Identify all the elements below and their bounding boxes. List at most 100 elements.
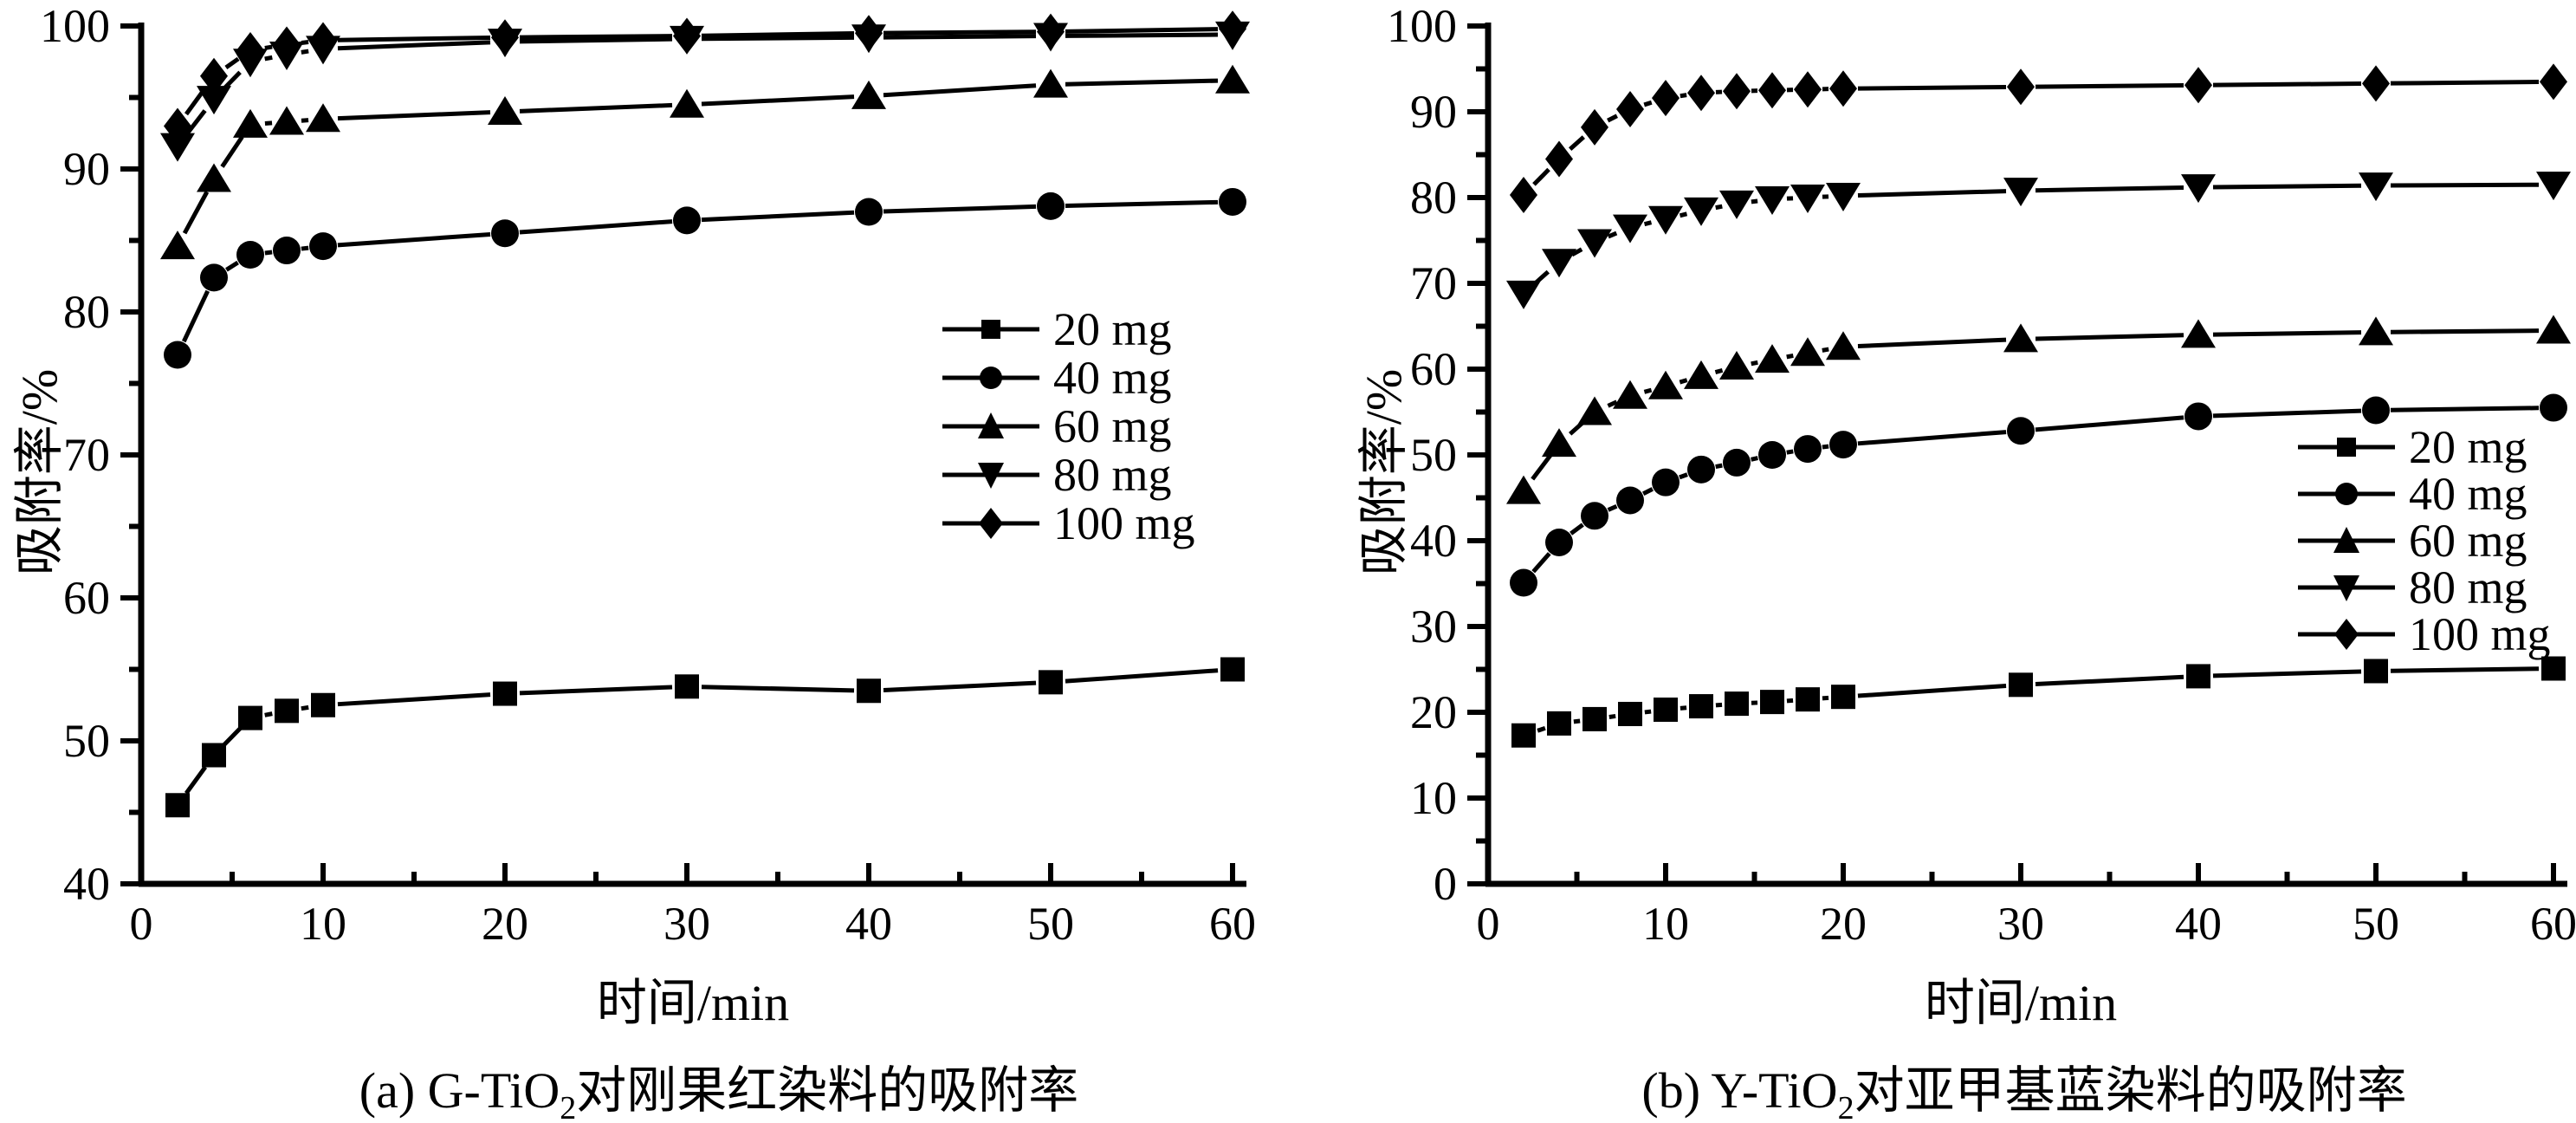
marker-square xyxy=(2186,664,2210,689)
marker-triangle-up xyxy=(1790,337,1825,367)
x-tick-label: 0 xyxy=(130,898,153,950)
series-segment-100mg xyxy=(1857,84,2007,91)
marker-triangle-up xyxy=(670,88,704,118)
caption-b-subscript: 2 xyxy=(1837,1089,1854,1123)
series-segment-100mg xyxy=(2035,82,2184,89)
marker-square xyxy=(1689,694,1713,719)
y-tick-label: 100 xyxy=(1387,0,1457,52)
marker-diamond xyxy=(2362,65,2390,102)
series-segment-20mg xyxy=(264,711,273,717)
series-segment-60mg xyxy=(220,135,244,168)
marker-triangle-down xyxy=(1613,214,1647,243)
legend-label: 80 mg xyxy=(1053,449,1172,501)
series-segment-80mg xyxy=(184,109,207,136)
marker-square xyxy=(275,698,299,724)
series-segment-60mg xyxy=(1531,454,1552,481)
y-tick-label: 90 xyxy=(63,143,110,195)
series-segment-40mg xyxy=(2390,406,2540,412)
series-segment-40mg xyxy=(1679,472,1688,480)
marker-diamond xyxy=(1829,70,1857,107)
marker-triangle-up xyxy=(2536,315,2571,344)
marker-circle xyxy=(1723,448,1751,477)
legend-marker-triangle-up-icon xyxy=(942,412,1039,438)
series-segment-40mg xyxy=(1715,463,1723,470)
marker-square xyxy=(1220,657,1245,682)
series-segment-100mg xyxy=(264,44,273,50)
plot-area-b: 0 10 20 30 40 50 60 0 10 20 30 40 50 60 70 80 90 100 xyxy=(1387,0,2576,950)
series-segment-100mg xyxy=(1607,114,1618,123)
legend-marker-square-icon xyxy=(942,320,1039,339)
legend-marker-square-icon xyxy=(2298,438,2395,457)
marker-circle xyxy=(673,206,701,235)
marker-diamond xyxy=(1652,80,1680,117)
series-segment-40mg xyxy=(225,260,239,272)
marker-triangle-up xyxy=(1215,64,1250,94)
marker-diamond xyxy=(236,32,264,69)
series-segment-60mg xyxy=(264,120,273,127)
marker-circle xyxy=(1545,528,1573,556)
legend-marker-triangle-up-icon xyxy=(2298,527,2395,553)
x-tick-label: 30 xyxy=(1997,898,2044,950)
marker-diamond xyxy=(1687,75,1715,112)
marker-diamond xyxy=(2540,63,2567,101)
series-segment-80mg xyxy=(1607,230,1618,239)
marker-square xyxy=(1039,670,1063,695)
marker-square xyxy=(1511,723,1536,748)
marker-circle xyxy=(1794,435,1822,464)
series-segment-60mg xyxy=(2390,328,2540,334)
series-segment-40mg xyxy=(519,219,673,235)
marker-circle xyxy=(1616,486,1644,515)
y-tick-label: 40 xyxy=(1410,515,1457,567)
legend-label: 40 mg xyxy=(2409,468,2527,520)
legend-label: 40 mg xyxy=(1053,352,1172,404)
series-segment-60mg xyxy=(2212,330,2362,337)
legend-marker-circle-icon xyxy=(2298,483,2395,505)
marker-square xyxy=(1760,690,1784,715)
marker-diamond xyxy=(1510,177,1537,214)
marker-circle xyxy=(236,241,264,269)
series-segment-40mg xyxy=(1531,552,1551,574)
marker-diamond xyxy=(673,17,701,55)
caption-a: (a) G-TiO2对刚果红染料的吸附率 xyxy=(359,1049,1078,1123)
marker-square xyxy=(1725,691,1749,717)
marker-triangle-down xyxy=(1684,197,1718,226)
series-segment-60mg xyxy=(701,94,855,107)
marker-circle xyxy=(1581,502,1608,530)
legend-label: 60 mg xyxy=(2409,515,2527,567)
legend-label: 100 mg xyxy=(1053,497,1195,549)
series-segment-40mg xyxy=(1570,523,1584,536)
legend-item-40mg: 40 mg xyxy=(941,354,1195,402)
series-segment-60mg xyxy=(1607,399,1618,408)
marker-triangle-up xyxy=(1506,475,1541,504)
series-segment-20mg xyxy=(1786,698,1794,704)
series-segment-80mg xyxy=(1857,189,2007,198)
y-tick-label: 40 xyxy=(63,858,110,910)
marker-square xyxy=(165,793,190,818)
y-tick-label: 80 xyxy=(1410,172,1457,224)
y-tick-label: 10 xyxy=(1410,772,1457,824)
marker-square xyxy=(1654,698,1678,723)
caption-a-prefix: (a) G-TiO xyxy=(359,1062,560,1120)
series-segment-60mg xyxy=(1822,347,1829,353)
x-tick-label: 40 xyxy=(2175,898,2222,950)
series-segment-40mg xyxy=(1857,430,2007,446)
series-segment-100mg xyxy=(1569,135,1585,151)
series-segment-20mg xyxy=(1573,718,1581,724)
caption-a-suffix: 对刚果红染料的吸附率 xyxy=(576,1062,1079,1120)
marker-diamond xyxy=(855,15,883,52)
series-segment-60mg xyxy=(1857,337,2007,349)
y-axis-title-b: 吸附率/% xyxy=(1356,368,1412,576)
chart-panel-b: 0 10 20 30 40 50 60 0 10 20 30 40 50 60 70 80 90 100 吸附率/… xyxy=(1288,0,2576,1123)
series-segment-80mg xyxy=(337,40,491,51)
series-segment-20mg xyxy=(2212,669,2362,678)
series-segment-20mg xyxy=(2035,674,2184,686)
marker-diamond xyxy=(164,107,191,145)
x-tick-label: 60 xyxy=(1209,898,1256,950)
series-segment-100mg xyxy=(224,56,240,69)
legend-label: 100 mg xyxy=(2409,608,2551,660)
marker-circle xyxy=(491,219,519,248)
marker-square xyxy=(1547,711,1571,736)
marker-triangle-down xyxy=(2003,178,2038,207)
series-segment-100mg xyxy=(883,29,1037,36)
